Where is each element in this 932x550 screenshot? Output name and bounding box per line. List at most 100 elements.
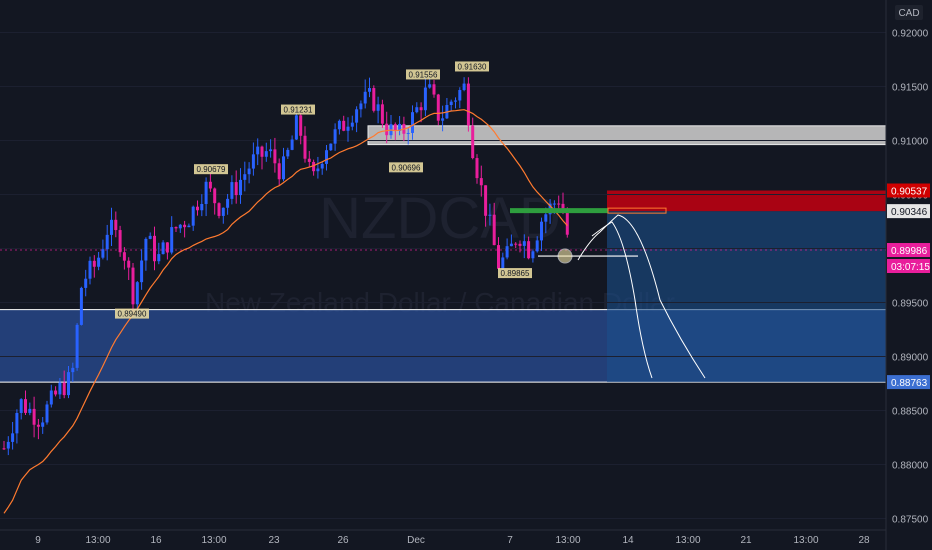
candle-body xyxy=(88,260,92,279)
candle-body xyxy=(337,120,341,130)
candle-body xyxy=(264,151,268,157)
price-tag-text: 0.90537 xyxy=(891,187,928,198)
candle-body xyxy=(92,260,96,267)
candle-body xyxy=(234,182,238,196)
price-tag-text: 0.89986 xyxy=(891,246,928,257)
candle-body xyxy=(522,241,526,246)
candle-body xyxy=(148,235,152,239)
candle-body xyxy=(79,287,83,325)
candle-body xyxy=(269,149,273,152)
candle-body xyxy=(213,188,217,204)
price-annotation-bg xyxy=(281,104,315,115)
candle-body xyxy=(363,91,367,104)
time-tick-label: 13:00 xyxy=(555,535,580,546)
candle-body xyxy=(140,260,144,283)
price-annotation: 0.89490 xyxy=(115,308,149,319)
price-tag-text: 0.88763 xyxy=(891,378,928,389)
candle-body xyxy=(565,212,569,235)
price-tag-text: 03:07:15 xyxy=(891,262,930,273)
price-axis[interactable]: CAD0.920000.915000.910000.905000.900000.… xyxy=(885,0,932,550)
price-annotation-text: 0.91556 xyxy=(409,70,438,79)
price-annotation: 0.91556 xyxy=(406,69,440,80)
candle-body xyxy=(2,448,6,450)
candle-body xyxy=(24,399,27,413)
candle-body xyxy=(535,240,539,252)
candle-body xyxy=(28,408,32,413)
time-tick-label: 21 xyxy=(740,535,752,546)
candle-body xyxy=(531,251,535,259)
price-annotation: 0.90696 xyxy=(389,162,423,173)
candle-body xyxy=(423,87,427,111)
candle-body xyxy=(200,203,204,211)
candle-body xyxy=(153,235,156,262)
candle-body xyxy=(385,123,389,136)
candle-body xyxy=(101,249,105,258)
price-annotation-bg xyxy=(194,164,228,175)
candle-body xyxy=(540,221,543,241)
time-tick-label: 16 xyxy=(150,535,162,546)
candle-body xyxy=(514,243,518,245)
candle-body xyxy=(11,433,15,442)
price-annotation-text: 0.90696 xyxy=(392,163,421,172)
price-annotation: 0.91630 xyxy=(455,61,489,72)
price-tag-text: 0.90346 xyxy=(891,207,928,218)
candle-body xyxy=(372,88,376,111)
candle-body xyxy=(552,203,556,205)
candle-body xyxy=(299,115,303,136)
time-tick-label: 7 xyxy=(507,535,513,546)
price-annotation: 0.89865 xyxy=(498,268,532,279)
price-tick-label: 0.87500 xyxy=(892,515,929,526)
candle-body xyxy=(41,422,45,427)
candle-body xyxy=(316,168,320,172)
price-annotation-bg xyxy=(455,61,489,72)
candle-body xyxy=(329,143,333,151)
candle-body xyxy=(290,139,294,150)
candle-body xyxy=(161,242,165,255)
candle-body xyxy=(247,168,251,175)
price-tick-label: 0.88500 xyxy=(892,407,929,418)
price-tag: 0.90537 xyxy=(887,183,930,198)
candle-body xyxy=(346,126,350,131)
price-tick-label: 0.92000 xyxy=(892,29,929,40)
stop-zone xyxy=(607,190,886,212)
candle-body xyxy=(312,161,316,172)
candle-body xyxy=(110,219,113,235)
candle-body xyxy=(282,156,285,180)
candle-body xyxy=(118,230,122,253)
price-tag-bg xyxy=(887,375,930,390)
price-tag: 0.90346 xyxy=(887,204,930,219)
price-axis-bg xyxy=(886,0,932,550)
price-annotation-text: 0.91231 xyxy=(284,106,313,115)
candle-body xyxy=(484,185,488,216)
candle-body xyxy=(497,245,500,269)
candle-body xyxy=(6,441,10,449)
candle-body xyxy=(170,227,174,253)
candle-body xyxy=(122,252,126,261)
candle-body xyxy=(294,115,298,140)
candle-body xyxy=(36,424,40,427)
candle-body xyxy=(239,179,242,196)
symbol-watermark: NZDCAD New Zealand Dollar / Canadian Dol… xyxy=(205,186,675,318)
candle-body xyxy=(436,94,440,121)
candle-body xyxy=(174,227,178,229)
candle-body xyxy=(67,372,70,396)
price-tag-bg xyxy=(887,259,930,274)
time-axis[interactable]: 9 13:00 16 13:00 23 26 Dec 7 13:00 14 13:00 21 13:00… xyxy=(0,529,886,546)
candle-body xyxy=(105,234,109,250)
price-tag-bg xyxy=(887,183,930,198)
orange-level-box xyxy=(607,207,667,214)
candle-body xyxy=(84,278,88,288)
candle-body xyxy=(527,241,531,259)
candle-body xyxy=(475,158,479,179)
price-tick-label: 0.91500 xyxy=(892,83,929,94)
price-annotation-bg xyxy=(406,69,440,80)
time-tick-label: 13:00 xyxy=(793,535,818,546)
candle-body xyxy=(544,214,548,222)
candle-body xyxy=(454,100,457,102)
price-tick-label: 0.88000 xyxy=(892,461,929,472)
candle-body xyxy=(54,390,58,395)
price-annotation-bg xyxy=(115,308,149,319)
time-tick-label: 9 xyxy=(35,535,41,546)
candle-body xyxy=(359,103,363,110)
